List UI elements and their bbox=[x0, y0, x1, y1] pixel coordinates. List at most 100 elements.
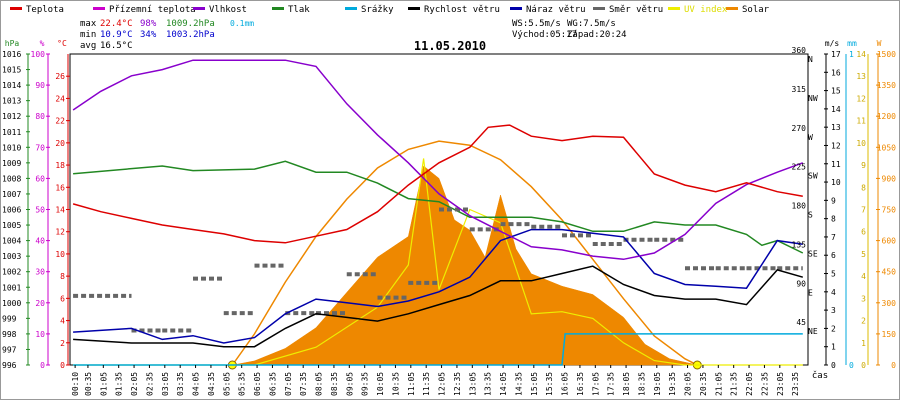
uv-line bbox=[73, 158, 803, 366]
x-axis-label: čas bbox=[812, 370, 828, 381]
legend-label: Vlhkost bbox=[209, 5, 247, 15]
x-tick-label: 11:35 bbox=[422, 372, 431, 396]
x-tick-label: 00:10 bbox=[71, 372, 80, 396]
hpa-tick-label: 1013 bbox=[2, 97, 21, 106]
mm-unit: mm bbox=[847, 39, 857, 48]
uv-tick-label: 8 bbox=[861, 183, 866, 192]
ms-tick-label: 5 bbox=[831, 270, 836, 279]
x-tick-label: 05:05 bbox=[222, 372, 231, 396]
temp-tick-label: 4 bbox=[60, 317, 65, 326]
w-tick-label: 900 bbox=[882, 174, 897, 183]
temperature-line bbox=[72, 124, 803, 244]
dir-tick-label: NW bbox=[808, 94, 818, 103]
x-tick-label: 19:05 bbox=[653, 372, 662, 396]
hpa-tick-label: 1008 bbox=[2, 174, 21, 183]
stat-max-hum: 98% bbox=[140, 19, 157, 29]
uv-tick-label: 7 bbox=[861, 206, 866, 215]
x-tick-label: 21:35 bbox=[730, 372, 739, 396]
ms-tick-label: 1 bbox=[831, 343, 836, 352]
dir-tick-label: E bbox=[808, 288, 813, 297]
hpa-tick-label: 1012 bbox=[2, 112, 21, 121]
hpa-tick-label: 1000 bbox=[2, 299, 21, 308]
x-tick-label: 09:05 bbox=[345, 372, 354, 396]
stat-max-rain: 0.1mm bbox=[230, 19, 254, 28]
temp-tick-label: 16 bbox=[55, 183, 65, 192]
ms-tick-label: 13 bbox=[831, 123, 841, 132]
x-tick-label: 01:05 bbox=[99, 372, 108, 396]
legend-swatch bbox=[408, 7, 420, 10]
x-tick-label: 03:35 bbox=[176, 372, 185, 396]
pct-tick-label: 90 bbox=[35, 81, 45, 90]
legend-swatch bbox=[193, 7, 205, 10]
stat-avg-label: avg bbox=[80, 41, 96, 51]
stat-max-label: max bbox=[80, 19, 97, 29]
ms-tick-label: 8 bbox=[831, 215, 836, 224]
temp-tick-label: 20 bbox=[55, 139, 65, 148]
x-tick-label: 06:05 bbox=[253, 372, 262, 396]
hpa-tick-label: 996 bbox=[2, 361, 17, 370]
pct-tick-label: 80 bbox=[35, 112, 45, 121]
pct-tick-label: 20 bbox=[35, 299, 45, 308]
legend-label: Směr větru bbox=[609, 5, 663, 15]
humidity-line bbox=[72, 59, 804, 261]
pct-tick-label: 10 bbox=[35, 330, 45, 339]
dir-tick-label: SE bbox=[808, 249, 818, 258]
dir-tick-degree: 360 bbox=[792, 46, 807, 55]
dir-tick-label: N bbox=[808, 55, 813, 64]
x-tick-label: 23:35 bbox=[791, 372, 800, 396]
stat-min-label: min bbox=[80, 30, 96, 40]
hpa-tick-label: 1002 bbox=[2, 268, 21, 277]
ms-tick-label: 10 bbox=[831, 178, 841, 187]
temp-tick-label: 24 bbox=[55, 94, 65, 103]
w-tick-label: 450 bbox=[882, 268, 897, 277]
stat-min-hum: 34% bbox=[140, 30, 157, 40]
pct-unit: % bbox=[40, 39, 45, 48]
w-unit: W bbox=[877, 39, 882, 48]
dir-tick-degree: 90 bbox=[796, 279, 806, 288]
uv-tick-label: 10 bbox=[856, 139, 866, 148]
x-tick-label: 17:35 bbox=[607, 372, 616, 396]
temp-tick-label: 12 bbox=[55, 228, 65, 237]
stat-ws: WS:5.5m/s bbox=[512, 19, 561, 29]
hpa-tick-label: 1001 bbox=[2, 283, 21, 292]
stat-wg: WG:7.5m/s bbox=[567, 19, 616, 29]
legend-label: Přízemní teplota bbox=[109, 5, 196, 15]
uv-tick-label: 1 bbox=[861, 339, 866, 348]
temp-tick-label: 2 bbox=[60, 339, 65, 348]
legend-swatch bbox=[510, 7, 522, 10]
legend-swatch bbox=[272, 7, 284, 10]
hpa-tick-label: 1014 bbox=[2, 81, 21, 90]
legend-label: Rychlost větru bbox=[424, 5, 500, 15]
x-tick-label: 16:05 bbox=[561, 372, 570, 396]
dir-tick-degree: 225 bbox=[792, 163, 807, 172]
x-tick-label: 03:05 bbox=[161, 372, 170, 396]
ms-tick-label: 4 bbox=[831, 288, 836, 297]
temp-tick-label: 22 bbox=[55, 117, 65, 126]
x-tick-label: 18:05 bbox=[622, 372, 631, 396]
ms-tick-label: 14 bbox=[831, 105, 841, 114]
legend-label: Solar bbox=[742, 5, 770, 15]
solar-layer bbox=[73, 140, 803, 370]
pressure-line bbox=[73, 160, 804, 254]
pct-tick-label: 30 bbox=[35, 268, 45, 277]
x-tick-label: 07:35 bbox=[299, 372, 308, 396]
ms-tick-label: 2 bbox=[831, 324, 836, 333]
uv-tick-label: 13 bbox=[856, 72, 866, 81]
ms-tick-label: 15 bbox=[831, 87, 841, 96]
x-tick-label: 04:05 bbox=[192, 372, 201, 396]
w-tick-label: 0 bbox=[891, 361, 896, 370]
x-tick-label: 15:05 bbox=[530, 372, 539, 396]
pct-tick-label: 0 bbox=[40, 361, 45, 370]
x-tick-label: 05:35 bbox=[238, 372, 247, 396]
ms-tick-label: 0 bbox=[831, 361, 836, 370]
x-tick-label: 22:05 bbox=[745, 372, 754, 396]
x-tick-label: 01:35 bbox=[115, 372, 124, 396]
pct-tick-label: 100 bbox=[31, 50, 46, 59]
ms-tick-label: 3 bbox=[831, 306, 836, 315]
x-tick-label: 19:35 bbox=[668, 372, 677, 396]
stat-avg-temp: 16.5°C bbox=[100, 41, 133, 51]
uv-tick-label: 14 bbox=[856, 50, 866, 59]
hpa-tick-label: 997 bbox=[2, 345, 17, 354]
x-tick-label: 12:35 bbox=[453, 372, 462, 396]
uv-tick-label: 5 bbox=[861, 250, 866, 259]
